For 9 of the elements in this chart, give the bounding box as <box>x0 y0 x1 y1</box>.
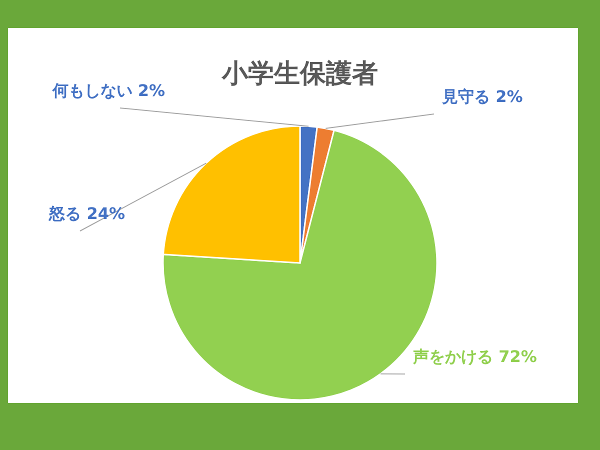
data-label: 2% <box>138 81 165 100</box>
data-label: 72% <box>498 347 537 366</box>
slice-label: 声をかける <box>413 347 493 366</box>
chart-title: 小学生保護者 <box>221 59 378 89</box>
slice-label: 見守る <box>442 87 490 106</box>
slice-label: 何もしない <box>52 81 132 100</box>
data-label: 2% <box>496 87 523 106</box>
data-label: 24% <box>86 204 125 223</box>
slice-label: 怒る <box>49 204 82 223</box>
